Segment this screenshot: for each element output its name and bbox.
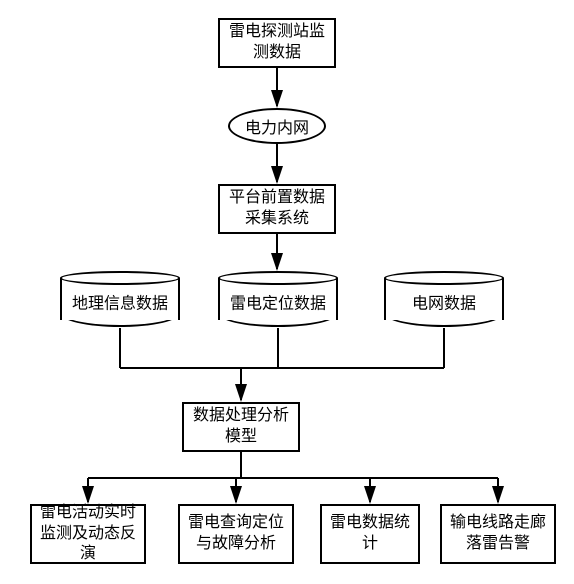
node-lightning-detection-station: 雷电探测站监测数据 (218, 18, 336, 68)
cylinder-grid-data: 电网数据 (384, 278, 504, 320)
node-label: 地理信息数据 (60, 289, 180, 313)
node-output-realtime-monitoring: 雷电活动实时监测及动态反演 (30, 504, 146, 564)
node-label: 数据处理分析模型 (193, 406, 289, 448)
node-label: 平台前置数据采集系统 (229, 188, 325, 230)
node-label: 雷电数据统计 (326, 513, 414, 555)
cylinder-geographic-data: 地理信息数据 (60, 278, 180, 320)
node-power-intranet: 电力内网 (228, 108, 326, 144)
cylinder-lightning-location-data: 雷电定位数据 (218, 278, 338, 320)
node-label: 电力内网 (245, 114, 309, 138)
node-data-processing-model: 数据处理分析模型 (182, 402, 300, 452)
node-label: 雷电活动实时监测及动态反演 (40, 503, 136, 565)
node-label: 电网数据 (384, 289, 504, 313)
node-output-corridor-alarm: 输电线路走廊落雷告警 (440, 504, 556, 564)
node-platform-front-collection: 平台前置数据采集系统 (218, 184, 336, 234)
node-output-query-fault-analysis: 雷电查询定位与故障分析 (178, 504, 294, 564)
node-label: 雷电定位数据 (218, 289, 338, 313)
node-label: 雷电探测站监测数据 (229, 22, 325, 64)
node-label: 输电线路走廊落雷告警 (450, 513, 546, 555)
node-output-data-statistics: 雷电数据统计 (320, 504, 420, 564)
node-label: 雷电查询定位与故障分析 (188, 513, 284, 555)
